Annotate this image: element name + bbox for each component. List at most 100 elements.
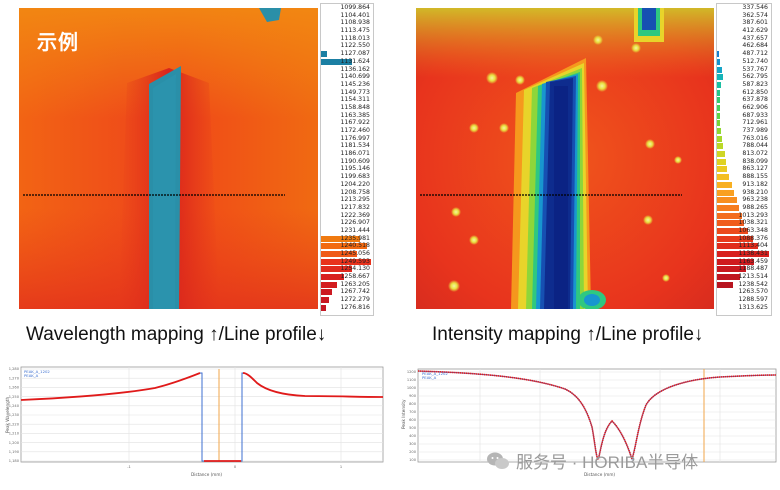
legend-row: 1104.401 bbox=[321, 12, 373, 20]
legend-value: 1238.542 bbox=[738, 280, 768, 288]
legend-value: 1226.907 bbox=[340, 219, 370, 227]
legend-row: 1013.293 bbox=[717, 212, 771, 220]
legend-row: 1136.162 bbox=[321, 66, 373, 74]
legend-row: 1226.907 bbox=[321, 219, 373, 227]
legend-row: 1195.146 bbox=[321, 165, 373, 173]
legend-row: 512.740 bbox=[717, 58, 771, 66]
legend-row: 1176.997 bbox=[321, 135, 373, 143]
legend-histogram-bar bbox=[717, 128, 722, 134]
legend-value: 1213.295 bbox=[340, 196, 370, 204]
legend-histogram-bar bbox=[717, 135, 723, 142]
legend-value: 1172.460 bbox=[340, 127, 370, 134]
legend-histogram-bar bbox=[321, 258, 371, 265]
legend-row: 1113.475 bbox=[321, 27, 373, 35]
legend-value: 1254.130 bbox=[340, 265, 370, 273]
legend-value: 412.629 bbox=[742, 27, 768, 35]
wavelength-map-image bbox=[19, 8, 318, 309]
legend-histogram-bar bbox=[717, 243, 758, 250]
tick-label: 1,230 bbox=[9, 413, 20, 417]
example-tag: 示例 bbox=[37, 32, 79, 54]
legend-row: 412.629 bbox=[717, 27, 771, 35]
legend-value: 1163.459 bbox=[738, 257, 768, 265]
legend-value: 1272.279 bbox=[340, 296, 370, 304]
legend-row: 487.712 bbox=[717, 50, 771, 58]
legend-value: 1190.609 bbox=[340, 157, 370, 165]
legend-row: 1245.056 bbox=[321, 250, 373, 258]
legend-row: 1127.087 bbox=[321, 50, 373, 58]
legend-row: 637.878 bbox=[717, 96, 771, 104]
legend-row: 1158.848 bbox=[321, 104, 373, 112]
legend-value: 1154.311 bbox=[340, 96, 370, 104]
legend-value: 1213.514 bbox=[738, 273, 768, 281]
legend-histogram-bar bbox=[321, 281, 337, 288]
legend-row: 1213.514 bbox=[717, 273, 771, 281]
legend-value: 337.546 bbox=[742, 4, 768, 11]
legend-value: 938.210 bbox=[742, 188, 768, 196]
legend-value: 587.823 bbox=[742, 80, 768, 88]
legend-histogram-bar bbox=[717, 112, 720, 119]
legend-histogram-bar bbox=[717, 143, 724, 150]
legend-value: 1140.699 bbox=[340, 73, 370, 81]
legend-histogram-bar bbox=[717, 97, 720, 104]
legend-value: 863.127 bbox=[742, 165, 768, 173]
legend-histogram-bar bbox=[717, 166, 728, 173]
tick-label: -1 bbox=[127, 465, 131, 469]
legend-row: 712.961 bbox=[717, 119, 771, 127]
legend-row: 1276.816 bbox=[321, 304, 373, 312]
legend-row: 1313.625 bbox=[717, 304, 771, 312]
legend-value: 1136.162 bbox=[340, 65, 370, 73]
legend-histogram-bar bbox=[717, 120, 721, 127]
legend-value: 838.099 bbox=[742, 157, 768, 165]
legend-value: 1122.550 bbox=[340, 42, 370, 50]
intensity-map bbox=[416, 8, 714, 309]
legend-row: 1288.597 bbox=[717, 296, 771, 304]
legend-value: 888.155 bbox=[742, 173, 768, 181]
tick-label: 600 bbox=[409, 418, 417, 422]
tick-label: 1,240 bbox=[9, 404, 20, 408]
legend-row: 1154.311 bbox=[321, 96, 373, 104]
tick-label: 1,250 bbox=[9, 395, 20, 399]
tick-label: 900 bbox=[409, 394, 417, 398]
intensity-legend: 337.546 362.574 387.601 412.629 437.657 462.6… bbox=[716, 3, 772, 316]
legend-histogram-bar bbox=[321, 51, 327, 58]
tick-label: 1200 bbox=[407, 370, 417, 374]
legend-row: 587.823 bbox=[717, 81, 771, 89]
intensity-line-profile: 1200 1100 1000 900 800 700 600 500 400 300 200 100 … bbox=[400, 365, 778, 485]
legend-row: 1235.981 bbox=[321, 235, 373, 243]
legend-histogram-bar bbox=[717, 66, 723, 73]
legend-histogram-bar bbox=[717, 51, 719, 58]
legend-histogram-bar bbox=[717, 74, 724, 81]
legend-row: 612.850 bbox=[717, 89, 771, 97]
legend-row: 462.684 bbox=[717, 42, 771, 50]
legend-histogram-bar bbox=[717, 227, 749, 234]
legend-histogram-bar bbox=[717, 251, 769, 257]
legend-histogram-bar bbox=[717, 158, 727, 165]
legend-value: 1263.570 bbox=[738, 288, 768, 296]
legend-row: 1063.348 bbox=[717, 227, 771, 235]
tick-label: 1100 bbox=[407, 378, 417, 382]
legend-row: 1172.460 bbox=[321, 127, 373, 135]
legend-histogram-bar bbox=[717, 189, 734, 196]
legend-value: 637.878 bbox=[742, 96, 768, 104]
legend-value: 1038.321 bbox=[738, 219, 768, 227]
legend-histogram-bar bbox=[321, 58, 352, 65]
legend-histogram-bar bbox=[717, 220, 745, 227]
legend-line-2: PEAK_A bbox=[422, 375, 437, 380]
legend-histogram-bar bbox=[717, 235, 754, 242]
legend-value: 1235.981 bbox=[340, 234, 370, 242]
legend-histogram-bar bbox=[717, 104, 720, 111]
legend-value: 1145.236 bbox=[340, 80, 370, 88]
legend-row: 1263.205 bbox=[321, 281, 373, 289]
legend-value: 988.265 bbox=[742, 203, 768, 211]
legend-row: 737.989 bbox=[717, 127, 771, 135]
legend-value: 1167.922 bbox=[340, 119, 370, 127]
tick-label: 700 bbox=[409, 410, 417, 414]
legend-histogram-bar bbox=[321, 266, 352, 273]
legend-value: 562.795 bbox=[742, 73, 768, 81]
legend-row: 1145.236 bbox=[321, 81, 373, 89]
tick-label: 1,190 bbox=[9, 450, 20, 454]
legend-row: 1199.683 bbox=[321, 173, 373, 181]
legend-value: 1195.146 bbox=[340, 165, 370, 173]
legend-histogram-bar bbox=[717, 151, 725, 158]
legend-value: 963.238 bbox=[742, 196, 768, 204]
